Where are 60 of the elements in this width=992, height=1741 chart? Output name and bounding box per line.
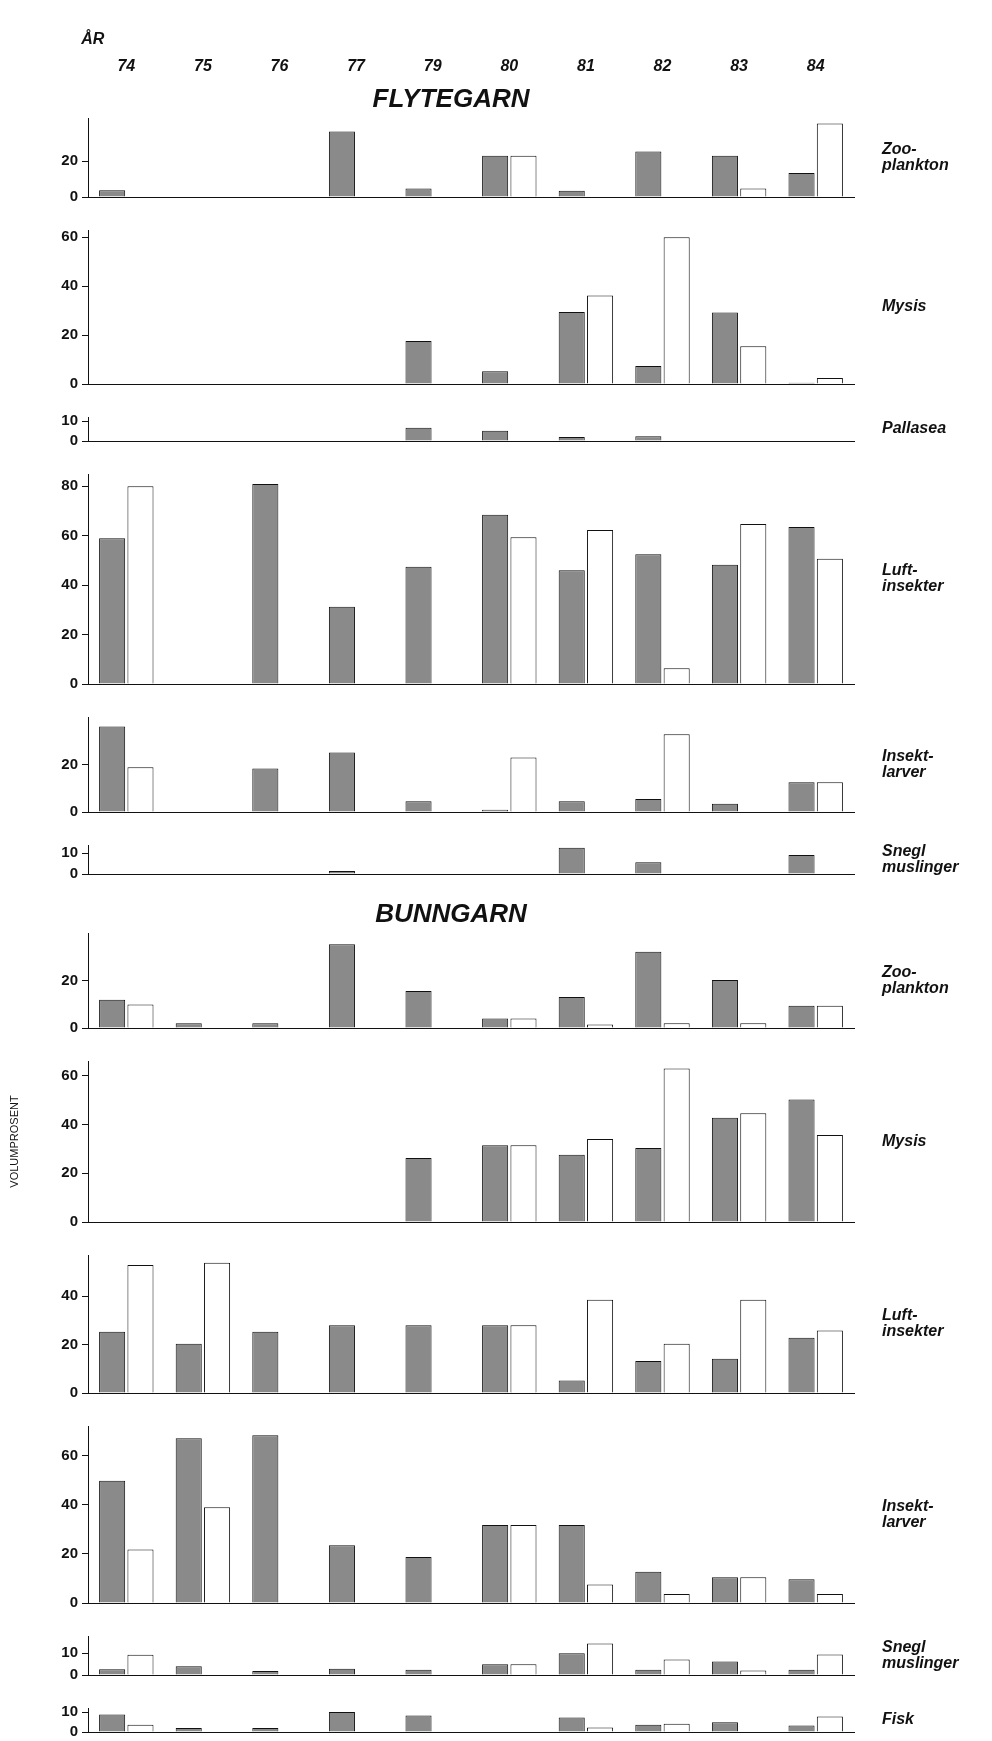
y-tick-label: 60 [61,1445,78,1463]
text: Pallasea [882,419,947,437]
x-tick-label: 82 [653,56,672,74]
x-tick-label: 75 [194,56,213,74]
y-tick-label: 0 [69,802,78,820]
y-tick-label: 20 [61,1334,78,1352]
text: Snegl muslinger [882,1637,960,1671]
x-tick-label: 76 [270,56,289,74]
text: Mysis [882,297,927,315]
y-tick-label: 20 [61,624,78,642]
y-tick-label: 10 [61,1643,78,1661]
y-tick-label: 20 [61,754,78,772]
x-tick-label: 80 [500,56,519,74]
y-tick-label: 40 [61,1114,78,1132]
y-tick-label: 40 [61,575,78,593]
y-tick-label: 20 [61,151,78,169]
y-tick-label: 40 [61,276,78,294]
y-tick-label: 0 [69,1018,78,1036]
y-tick-label: 40 [61,1286,78,1304]
y-axis-title: VOLUMPROSENT [7,1095,20,1188]
y-tick-label: 60 [61,227,78,245]
y-tick-label: 20 [61,1543,78,1561]
text: Insekt- larver [882,746,934,780]
chart-title: FLYTEGARN [372,83,531,114]
y-tick-label: 0 [69,864,78,882]
text: Luft- insekter [882,1306,945,1340]
y-tick-label: 0 [69,374,78,392]
x-tick-label: 77 [347,56,367,74]
x-axis-title: ÅR [80,29,105,48]
y-tick-label: 20 [61,325,78,343]
y-tick-label: 0 [69,1212,78,1230]
y-tick-label: 20 [61,970,78,988]
x-tick-label: 84 [806,56,825,74]
text: Insekt- larver [882,1496,934,1530]
x-tick-label: 83 [730,56,749,74]
y-tick-label: 60 [61,1065,78,1083]
x-tick-label: 79 [423,56,442,74]
text: Snegl muslinger [882,841,960,875]
y-tick-label: 0 [69,431,78,449]
text: Luft- insekter [882,561,945,595]
y-tick-label: 0 [69,1722,78,1740]
x-tick-label: 74 [117,56,136,74]
y-tick-label: 10 [61,843,78,861]
text: Zoo- plankton [881,139,949,173]
text: Fisk [882,1710,916,1728]
y-tick-label: 0 [69,187,78,205]
y-tick-label: 80 [61,476,78,494]
y-tick-label: 10 [61,411,78,429]
y-tick-label: 60 [61,525,78,543]
y-tick-label: 40 [61,1494,78,1512]
text: Mysis [882,1131,927,1149]
y-tick-label: 0 [69,1665,78,1683]
chart-title: BUNNGARN [375,898,529,929]
y-tick-label: 10 [61,1702,78,1720]
y-tick-label: 0 [69,1383,78,1401]
x-tick-label: 81 [577,56,595,74]
y-tick-label: 20 [61,1163,78,1181]
y-tick-label: 0 [69,1593,78,1611]
text: Zoo- plankton [881,962,949,996]
y-tick-label: 0 [69,674,78,692]
